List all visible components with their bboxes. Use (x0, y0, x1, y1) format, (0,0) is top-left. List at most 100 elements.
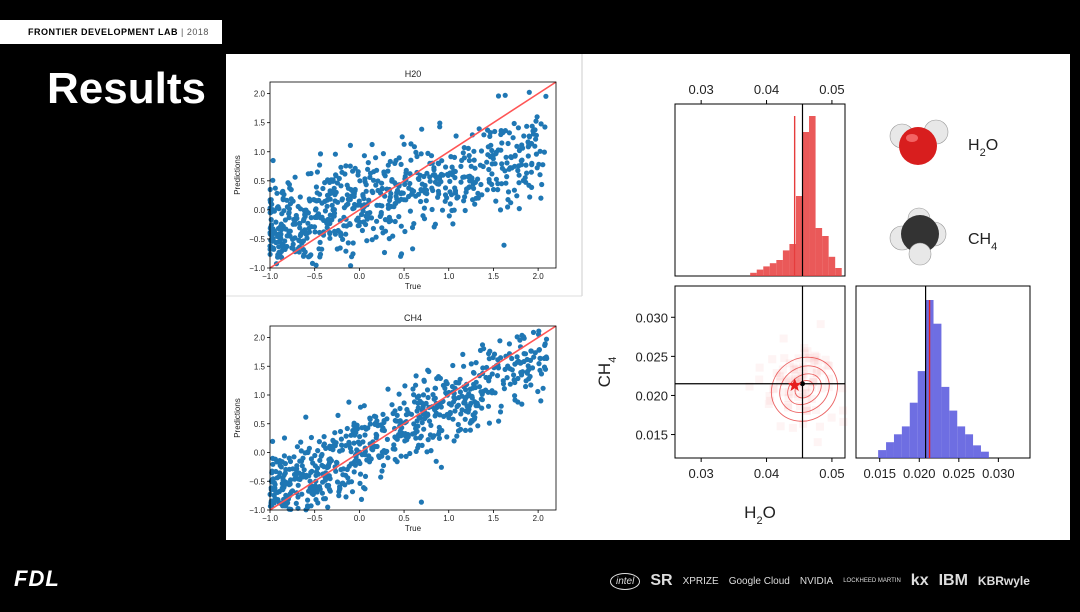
scatter-point (274, 190, 280, 196)
scatter-point (290, 466, 296, 472)
scatter-point (324, 482, 330, 489)
scatter-point (388, 191, 394, 197)
scatter-point (365, 166, 371, 172)
y-tick-label: 2.0 (254, 90, 266, 99)
contour-line (770, 356, 838, 422)
scatter-point (299, 463, 305, 469)
scatter-point (442, 385, 448, 391)
scatter-point (308, 469, 314, 475)
scatter-point (537, 367, 543, 373)
scatter-point (510, 135, 516, 141)
scatter-point (514, 354, 520, 360)
scatter-point (456, 395, 462, 401)
density-cell (764, 399, 773, 408)
scatter-point (280, 195, 286, 201)
scatter-point (390, 233, 396, 239)
scatter-point (462, 207, 468, 214)
scatter-point (537, 355, 543, 361)
scatter-point (431, 167, 437, 173)
scatter-point (331, 213, 337, 219)
scatter-point (379, 225, 385, 231)
scatter-point (327, 235, 333, 241)
scatter-point (354, 217, 360, 223)
scatter-point (392, 218, 398, 225)
contour-line (787, 373, 822, 406)
density-cell (785, 374, 794, 383)
y-tick-label: 0.0 (254, 206, 266, 215)
scatter-point (367, 170, 374, 176)
scatter-point (533, 118, 539, 124)
density-cell (772, 369, 781, 378)
scatter-point (448, 154, 454, 160)
scatter-point (292, 221, 298, 227)
x-tick-label: 0.020 (903, 466, 936, 481)
scatter-point (308, 456, 314, 462)
scatter-point (498, 131, 504, 138)
scatter-point (336, 493, 342, 499)
scatter-point (437, 120, 443, 126)
scatter-point (322, 198, 328, 204)
scatter-point (454, 195, 460, 201)
scatter-point (477, 347, 484, 353)
scatter-point (417, 398, 423, 404)
scatter-point (529, 160, 535, 166)
scatter-point (492, 128, 498, 135)
scatter-point (408, 157, 414, 163)
scatter-point (308, 252, 314, 258)
density-cell (785, 359, 794, 368)
scatter-point (461, 399, 467, 405)
scatter-point (304, 230, 310, 236)
scatter-point (521, 133, 527, 139)
scatter-point (452, 408, 458, 414)
scatter-point (363, 182, 369, 188)
x-tick-label: 0.5 (399, 272, 411, 281)
scatter-point (332, 231, 338, 237)
density-cell (808, 378, 817, 387)
scatter-plot-h2o (267, 81, 557, 271)
scatter-point (362, 473, 369, 479)
scatter-point (533, 132, 539, 138)
scatter-point (402, 181, 408, 187)
scatter-point (524, 369, 530, 375)
scatter-point (472, 410, 478, 416)
header-tag: FRONTIER DEVELOPMENT LAB | 2018 (0, 20, 222, 44)
scatter-point (329, 202, 335, 208)
density-cell (779, 334, 788, 343)
scatter-point (470, 197, 476, 203)
scatter-point (461, 145, 467, 151)
scatter-point (421, 426, 427, 432)
scatter-point (314, 190, 320, 196)
scatter-point (380, 151, 386, 157)
scatter-point (387, 158, 393, 165)
density-cell (821, 355, 830, 364)
x-tick-label: 0.03 (688, 466, 713, 481)
scatter-point (346, 479, 352, 485)
hist-bar (901, 426, 910, 458)
hist-bar (750, 272, 757, 276)
scatter-point (294, 444, 300, 450)
hist-bar (949, 410, 958, 458)
scatter-point (498, 128, 504, 134)
density-cell (801, 389, 810, 398)
scatter-point (524, 123, 530, 129)
scatter-point (407, 171, 413, 177)
scatter-point (335, 199, 341, 205)
scatter-point (403, 453, 409, 459)
scatter-point (350, 168, 356, 174)
scatter-point (532, 143, 538, 149)
scatter-point (321, 496, 327, 502)
scatter-point (533, 151, 539, 157)
density-cell (809, 375, 818, 384)
scatter-point (525, 153, 531, 159)
scatter-point (415, 405, 421, 411)
scatter-point (350, 240, 356, 246)
scatter-point (526, 182, 532, 188)
scatter-point (372, 421, 378, 427)
scatter-point (306, 445, 312, 451)
scatter-point (478, 389, 484, 395)
scatter-point (366, 197, 372, 203)
scatter-point (532, 127, 538, 133)
scatter-point (415, 191, 422, 197)
scatter-point (397, 418, 403, 424)
scatter-point (377, 213, 383, 219)
